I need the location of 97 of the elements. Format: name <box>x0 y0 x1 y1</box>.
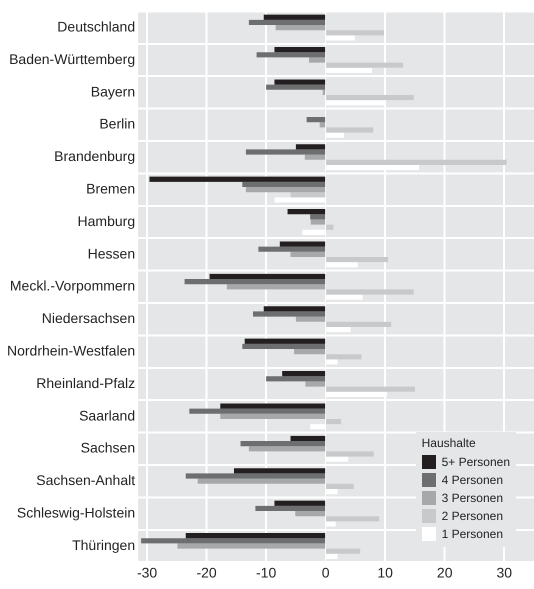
bar <box>296 316 326 322</box>
bar <box>282 371 326 376</box>
bar <box>186 533 326 538</box>
bar <box>184 279 326 284</box>
bar <box>290 436 326 442</box>
bar <box>246 149 326 155</box>
bar <box>326 224 334 230</box>
y-tick-label: Hessen <box>88 245 136 262</box>
bar <box>326 386 415 392</box>
bar <box>326 30 384 36</box>
y-tick-label: Baden-Württemberg <box>9 50 136 67</box>
bar <box>244 338 326 344</box>
bar <box>186 473 326 479</box>
y-tick-label: Thüringen <box>72 536 136 553</box>
legend-label: 4 Personen <box>442 473 503 487</box>
bar <box>326 354 362 360</box>
x-tick-label: -20 <box>196 564 217 580</box>
y-tick-label: Niedersachsen <box>42 310 136 326</box>
x-tick-label: -10 <box>256 564 276 580</box>
bar <box>295 511 326 516</box>
bar <box>246 187 326 192</box>
y-tick-label: Bremen <box>86 180 136 196</box>
bar <box>306 117 326 122</box>
bar <box>290 192 326 198</box>
bar <box>141 538 326 544</box>
bar <box>308 57 326 63</box>
legend-label: 1 Personen <box>442 527 503 541</box>
bar <box>266 376 326 382</box>
bar <box>326 484 354 489</box>
y-tick-label: Hamburg <box>78 212 136 229</box>
y-tick-label: Berlin <box>99 116 136 132</box>
bar <box>210 274 326 280</box>
y-tick-label: Sachsen-Anhalt <box>36 472 136 488</box>
y-tick-label: Sachsen <box>80 440 136 456</box>
x-tick-label: 30 <box>496 564 512 580</box>
bar <box>326 160 507 165</box>
bar <box>220 403 326 409</box>
bar <box>326 516 380 522</box>
bar <box>280 241 326 247</box>
bar <box>326 62 404 68</box>
bar <box>266 84 326 90</box>
legend-label: 2 Personen <box>442 509 503 523</box>
bar <box>256 52 326 58</box>
y-tick-label: Brandenburg <box>54 148 136 164</box>
bar <box>304 154 326 160</box>
bar <box>248 446 326 452</box>
bar <box>326 256 388 262</box>
bar <box>198 478 326 484</box>
bar <box>310 219 326 225</box>
bar <box>288 209 326 214</box>
bar <box>274 79 326 85</box>
x-tick-label: 0 <box>322 564 330 580</box>
bar <box>326 418 342 424</box>
bar <box>226 284 326 290</box>
y-tick-label: Schleswig-Holstein <box>16 504 136 520</box>
legend-title: Haushalte <box>422 436 477 450</box>
bar <box>326 127 374 133</box>
bar <box>326 451 374 457</box>
y-tick-label: Rheinland-Pfalz <box>36 374 136 391</box>
bar <box>296 144 326 150</box>
bar <box>177 543 326 549</box>
bar <box>234 468 326 474</box>
bar <box>255 506 326 512</box>
bar <box>322 90 326 95</box>
bar <box>276 25 326 30</box>
bar <box>253 311 326 317</box>
bar <box>264 306 326 312</box>
legend-label: 3 Personen <box>442 491 503 505</box>
y-tick-label: Nordrhein-Westfalen <box>6 342 136 358</box>
bar <box>290 252 326 257</box>
legend-label: 5+ Personen <box>442 455 510 469</box>
bar <box>242 344 326 350</box>
y-tick-label: Deutschland <box>57 18 136 34</box>
bar <box>326 94 414 100</box>
bar <box>294 349 326 354</box>
bar <box>274 500 326 506</box>
bar <box>242 182 326 188</box>
x-tick-label: -30 <box>136 564 158 580</box>
bar <box>320 122 326 128</box>
x-tick-label: 10 <box>377 564 394 580</box>
bar <box>326 548 360 554</box>
bar <box>189 408 326 414</box>
y-tick-label: Meckl.-Vorpommern <box>10 278 136 294</box>
y-tick-label: Saarland <box>79 407 136 424</box>
bar <box>310 214 326 220</box>
bar <box>258 246 326 252</box>
bar <box>305 381 326 387</box>
bar <box>240 441 326 446</box>
bar <box>248 20 326 26</box>
x-tick-label: 20 <box>436 564 453 580</box>
y-tick-label: Bayern <box>90 83 136 100</box>
bar <box>274 47 326 52</box>
bar <box>264 14 326 20</box>
bar <box>326 289 414 295</box>
bar <box>326 322 392 327</box>
bar <box>149 176 326 182</box>
bar <box>220 414 326 419</box>
